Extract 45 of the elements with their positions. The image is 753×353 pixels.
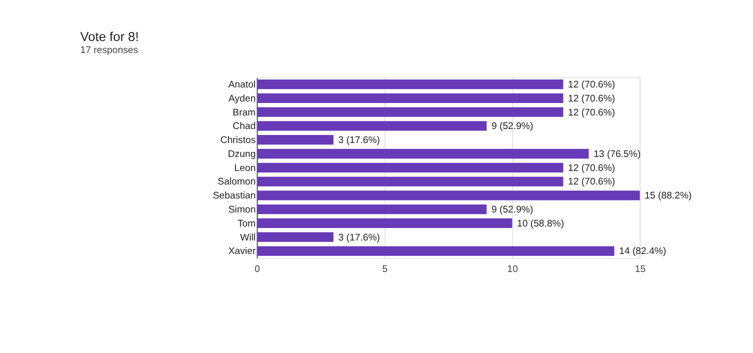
text: 17 responses <box>80 45 138 56</box>
data-label: 12 (70.6%) <box>568 176 616 188</box>
y-tick-label: Xavier <box>228 246 256 258</box>
data-label: 12 (70.6%) <box>568 93 616 104</box>
bar <box>256 218 512 228</box>
y-tick-label: Salomon <box>218 176 256 188</box>
bar <box>256 204 487 214</box>
bar <box>256 121 487 131</box>
bar <box>256 246 614 256</box>
data-label: 3 (17.6%) <box>338 232 380 244</box>
y-tick-label: Simon <box>228 204 256 216</box>
bar <box>256 162 564 172</box>
data-label: 14 (82.4%) <box>619 246 666 258</box>
bar <box>256 135 334 145</box>
data-label: 9 (52.9%) <box>491 204 534 216</box>
y-tick-label: Sebastian <box>212 190 256 202</box>
bar <box>256 93 564 103</box>
y-tick-label: Leon <box>234 162 256 174</box>
bar <box>256 148 589 159</box>
y-tick-label: Dzung <box>228 148 256 160</box>
y-tick-label: Anatol <box>228 79 256 90</box>
data-label: 12 (70.6%) <box>568 162 616 174</box>
data-label: 9 (52.9%) <box>491 121 534 132</box>
bar <box>256 232 334 242</box>
x-tick-label: 15 <box>634 264 646 275</box>
data-label: 12 (70.6%) <box>568 107 616 118</box>
y-tick-label: Christos <box>220 135 256 146</box>
bar <box>256 79 564 90</box>
bar <box>256 190 640 200</box>
y-tick-label: Will <box>240 232 256 244</box>
data-label: 13 (76.5%) <box>594 148 641 160</box>
data-label: 10 (58.8%) <box>516 218 564 230</box>
bar <box>256 107 564 117</box>
bar <box>256 176 564 186</box>
y-tick-label: Tom <box>237 218 256 230</box>
y-tick-label: Ayden <box>228 93 256 104</box>
x-tick-label: 0 <box>254 264 260 275</box>
data-label: 15 (88.2%) <box>644 190 692 202</box>
y-tick-label: Bram <box>232 107 256 118</box>
y-tick-label: Chad <box>232 121 256 132</box>
x-tick-label: 10 <box>507 264 518 275</box>
x-tick-label: 5 <box>382 264 388 275</box>
data-label: 3 (17.6%) <box>338 135 380 146</box>
data-label: 12 (70.6%) <box>568 79 616 90</box>
text: Vote for 8! <box>80 29 139 44</box>
